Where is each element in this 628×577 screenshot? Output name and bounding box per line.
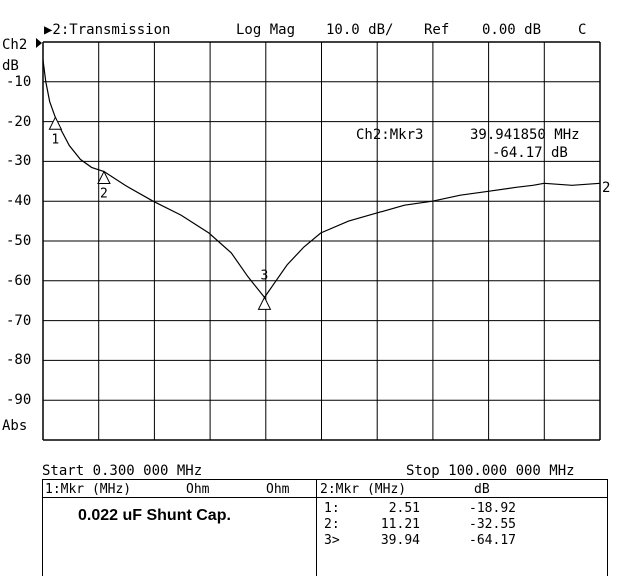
y-tick-label: -40 [6, 193, 32, 210]
y-tick-label: -30 [6, 153, 32, 170]
trace-end-label: 2 [602, 180, 611, 196]
marker-label: 3 [260, 268, 268, 283]
unit-label: dB [2, 58, 19, 74]
marker-table [42, 479, 608, 576]
y-tick-label: -70 [6, 312, 32, 329]
y-tick-label: -60 [6, 272, 32, 289]
y-tick-label: -80 [6, 352, 32, 369]
table-row-freq: 39.94 [380, 533, 420, 548]
reference-pointer-icon [36, 38, 42, 48]
y-tick-label: -90 [6, 392, 32, 409]
grid [42, 41, 601, 441]
y-tick-label: -10 [6, 73, 32, 90]
plot-area: 1 2 3 [36, 38, 601, 441]
table-row-id: 3> [324, 533, 340, 548]
table-divider [42, 497, 607, 498]
scale-label: 10.0 dB/ [326, 22, 394, 38]
table-row-freq: 11.21 [380, 517, 420, 532]
y-tick-label: -20 [6, 113, 32, 130]
marker-label: 2 [100, 187, 108, 202]
table-row-value: -64.17 [469, 533, 516, 548]
caption: 0.022 uF Shunt Cap. [78, 507, 231, 524]
active-marker-value: -64.17 dB [492, 145, 568, 161]
marker-2-icon [97, 170, 111, 185]
markers: 1 2 3 [48, 116, 272, 310]
left-header-col2: Ohm [186, 482, 210, 497]
marker-3-icon [257, 296, 272, 310]
table-row-id: 2: [324, 517, 340, 532]
marker-1-icon [48, 116, 63, 130]
format-label: Log Mag [236, 22, 296, 38]
stop-frequency: Stop 100.000 000 MHz [406, 463, 575, 479]
table-row-freq: 2.51 [388, 501, 420, 516]
ref-value: 0.00 dB [482, 22, 542, 38]
right-header-col2: dB [474, 482, 490, 497]
active-marker-freq: 39.941850 MHz [470, 127, 580, 143]
left-header-col3: Ohm [266, 482, 290, 497]
channel-title: ▶2:Transmission [44, 22, 171, 38]
active-marker-label: Ch2:Mkr3 [356, 127, 424, 143]
abs-label: Abs [2, 418, 28, 434]
cal-flag: C [578, 22, 587, 38]
table-split [316, 479, 317, 576]
y-tick-label: -50 [6, 233, 32, 249]
left-header-col1: 1:Mkr (MHz) [45, 482, 132, 497]
channel-label: Ch2 [2, 37, 28, 53]
start-frequency: Start 0.300 000 MHz [42, 463, 203, 479]
table-row-value: -18.92 [469, 501, 516, 516]
ref-label: Ref [424, 22, 450, 38]
marker-label: 1 [51, 132, 59, 147]
table-row-id: 1: [324, 501, 340, 516]
right-header-col1: 2:Mkr (MHz) [320, 482, 407, 497]
table-row-value: -32.55 [469, 517, 516, 532]
